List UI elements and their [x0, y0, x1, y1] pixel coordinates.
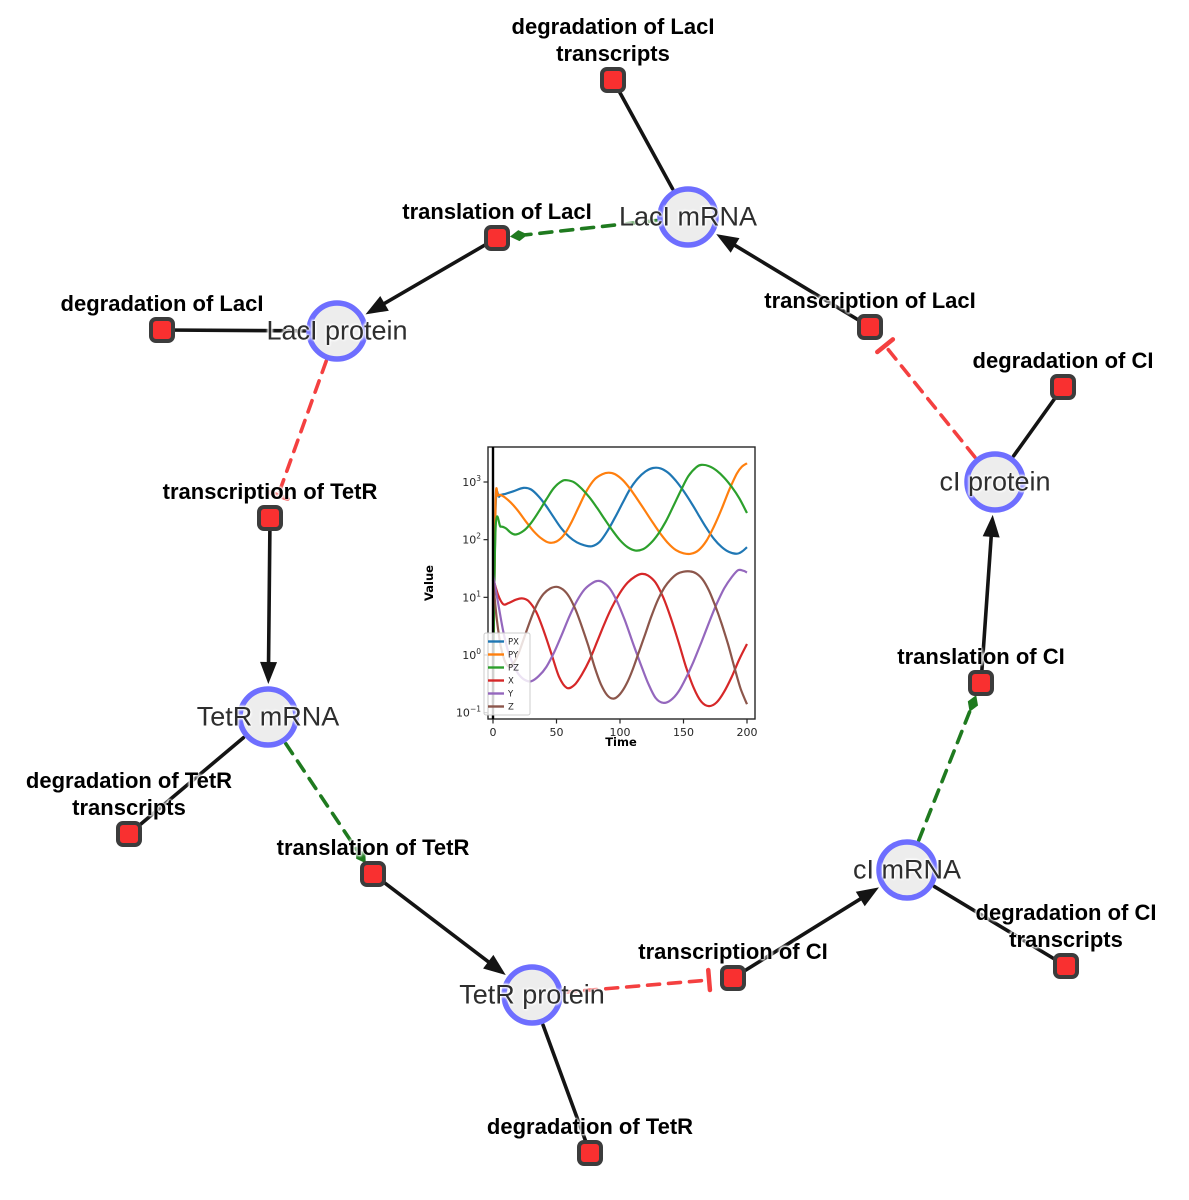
- x-tick-label: 100: [610, 726, 631, 739]
- reaction-node-transcription-of-laci[interactable]: [857, 314, 883, 340]
- x-tick-label: 200: [737, 726, 758, 739]
- simulation-inset-chart: 0 50 100 150 200 103 102 101 100 10−1 PX PY PZ X Y Z Ti…: [420, 428, 770, 763]
- edge-inhibition: [277, 359, 329, 494]
- legend-entry-PZ: PZ: [508, 664, 519, 674]
- series-line-X: [491, 572, 748, 708]
- edge-production: [979, 528, 994, 685]
- reaction-node-degradation-of-laci-transcripts[interactable]: [600, 67, 626, 93]
- edge-production: [727, 240, 872, 329]
- reaction-node-transcription-of-tetr[interactable]: [257, 505, 283, 531]
- legend-box: [483, 632, 531, 716]
- edge-consumption: [160, 328, 307, 333]
- y-tick-label: 103: [462, 474, 481, 489]
- y-tick-label: 10−1: [456, 705, 481, 720]
- legend-entry-X: X: [508, 677, 514, 687]
- y-tick-label: 102: [462, 532, 481, 547]
- arrowhead-icon: [855, 887, 879, 907]
- reaction-node-transcription-of-ci[interactable]: [720, 965, 746, 991]
- x-tick-label: 50: [550, 726, 564, 739]
- inhibition-tee-icon: [705, 967, 713, 993]
- edge-inhibition: [885, 346, 977, 459]
- edge-consumption: [127, 735, 246, 836]
- arrowhead-icon: [716, 234, 740, 253]
- edge-inhibition: [562, 978, 707, 995]
- reaction-node-translation-of-tetr[interactable]: [360, 861, 386, 887]
- edge-consumption: [611, 78, 675, 191]
- arrowhead-icon: [365, 296, 389, 315]
- reaction-node-translation-of-ci[interactable]: [968, 670, 994, 696]
- reaction-node-degradation-of-tetr-transcripts[interactable]: [116, 821, 142, 847]
- reaction-node-degradation-of-ci[interactable]: [1050, 374, 1076, 400]
- modifier-diamond-icon: [509, 230, 528, 242]
- reaction-node-degradation-of-laci[interactable]: [149, 317, 175, 343]
- reaction-node-translation-of-laci[interactable]: [484, 225, 510, 251]
- reaction-node-degradation-of-tetr[interactable]: [577, 1140, 603, 1166]
- legend-entry-PX: PX: [508, 638, 519, 648]
- species-node-laci-mrna[interactable]: [657, 186, 719, 248]
- edge-production: [376, 236, 499, 309]
- edge-production: [371, 872, 496, 968]
- species-node-ci-mrna[interactable]: [876, 839, 938, 901]
- edge-consumption: [541, 1023, 592, 1155]
- legend: PX PY PZ XYZ: [483, 632, 531, 716]
- x-tick-label: 150: [673, 726, 694, 739]
- edge-modifier: [916, 708, 973, 843]
- modifier-diamond-icon: [967, 695, 979, 712]
- arrowhead-icon: [483, 954, 506, 976]
- arrowhead-icon: [260, 661, 278, 685]
- arrowhead-icon: [982, 514, 1000, 538]
- edge-modifier: [283, 741, 359, 852]
- edge-production: [266, 516, 272, 671]
- series-line-PX: [491, 466, 748, 703]
- species-node-laci-protein[interactable]: [306, 300, 368, 362]
- x-tick-label: 0: [490, 726, 497, 739]
- series-line-PY: [491, 462, 748, 703]
- reaction-node-degradation-of-ci-transcripts[interactable]: [1053, 953, 1079, 979]
- species-node-ci-protein[interactable]: [964, 451, 1026, 513]
- plot-frame: [487, 446, 756, 720]
- chart-svg: 0 50 100 150 200 103 102 101 100 10−1 PX PY PZ XYZ Ti…: [422, 446, 758, 749]
- species-node-tetr-protein[interactable]: [501, 964, 563, 1026]
- inhibition-tee-icon: [875, 337, 896, 355]
- series-line-PZ: [491, 463, 748, 703]
- legend-entry-Y: Y: [507, 690, 514, 700]
- y-tick-label: 101: [462, 589, 481, 604]
- inhibition-tee-icon: [266, 489, 290, 502]
- species-node-tetr-mrna[interactable]: [237, 686, 299, 748]
- legend-entry-PY: PY: [508, 651, 519, 661]
- edge-modifier: [524, 218, 658, 237]
- x-axis-label: Time: [605, 735, 637, 749]
- y-axis-label: Value: [422, 565, 436, 601]
- edge-consumption: [932, 884, 1068, 968]
- modifier-diamond-icon: [355, 848, 366, 864]
- legend-entry-Z: Z: [508, 703, 514, 713]
- y-tick-label: 100: [462, 647, 481, 662]
- edge-production: [731, 893, 869, 980]
